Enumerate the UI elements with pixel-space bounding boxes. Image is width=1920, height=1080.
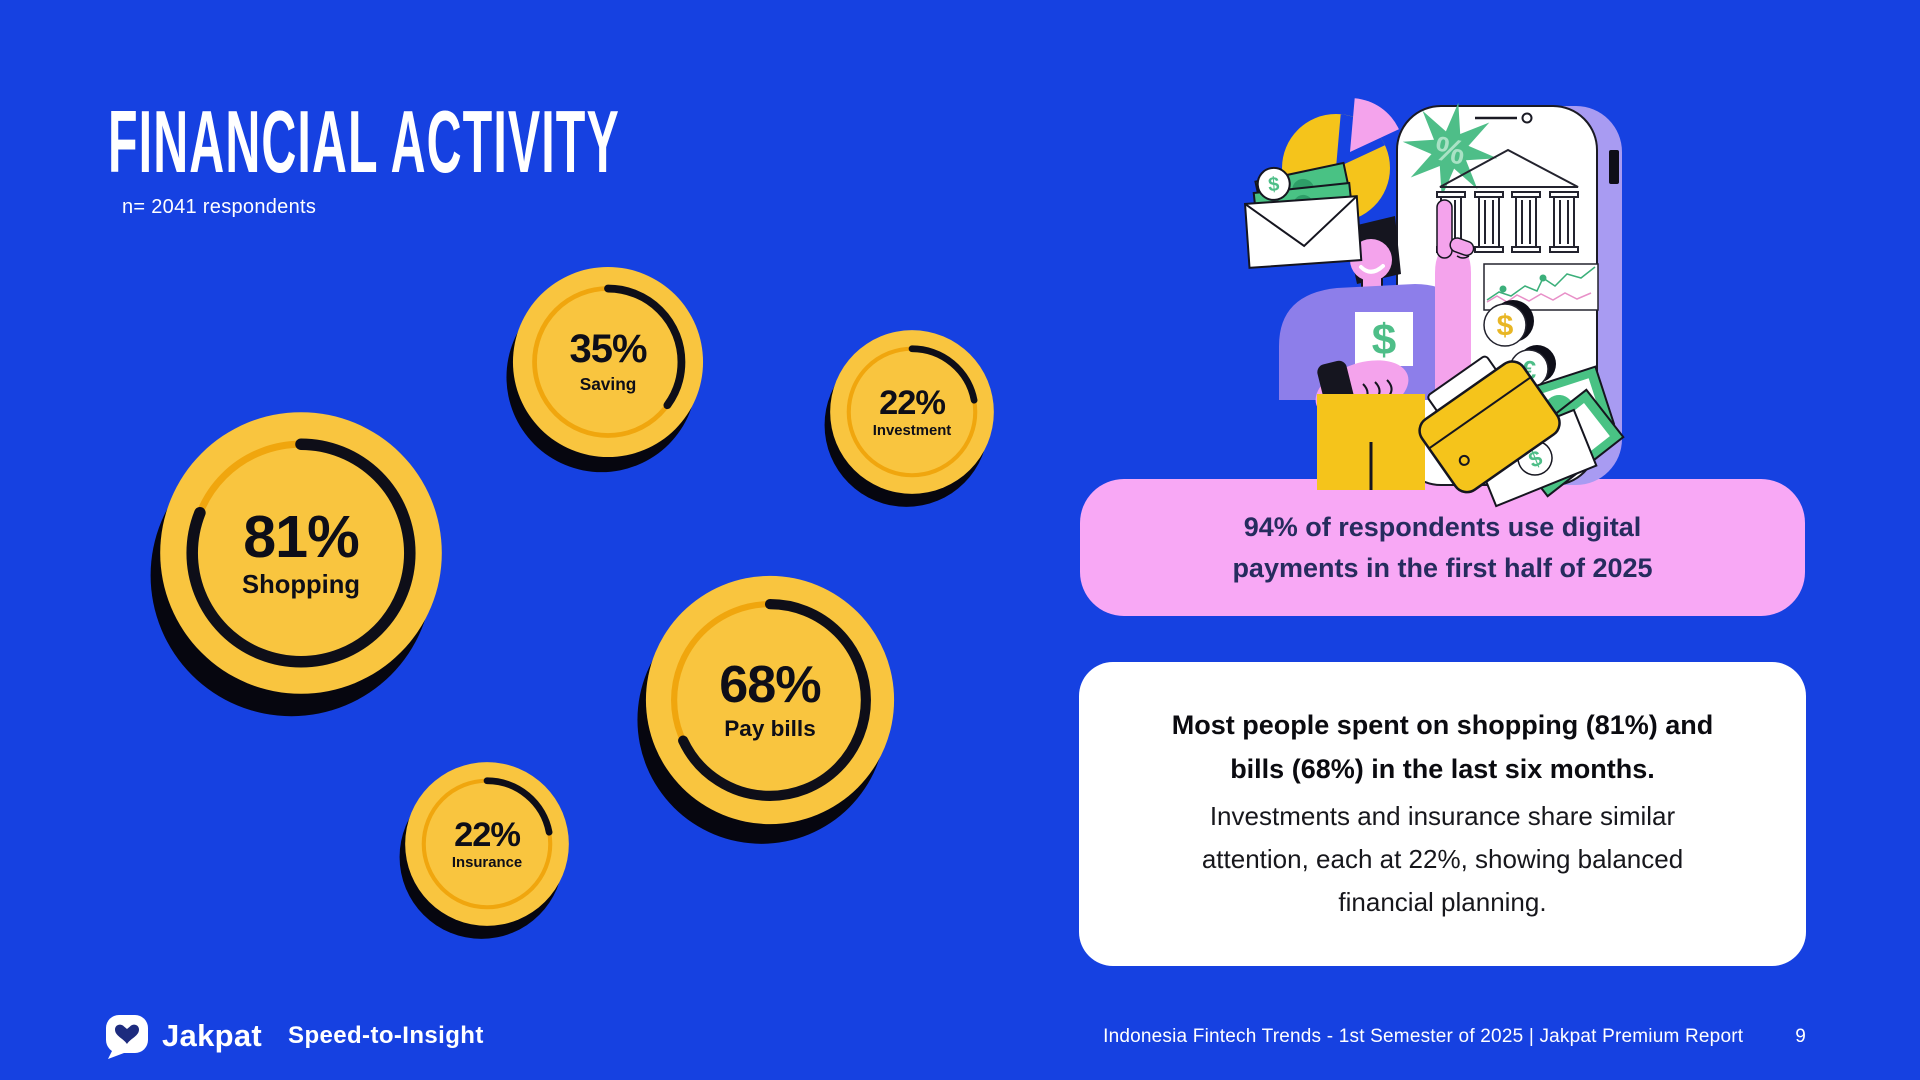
gauge-value: 35% [569,327,648,372]
gauge-pay-bills: 68% Pay bills [629,559,911,844]
percent-starburst-icon: % [1402,102,1498,198]
insight-text-regular: Investments and insurance share similar … [1201,800,1684,917]
gauge-value: 22% [879,384,946,422]
gauge-investment: 22% Investment [819,319,1005,507]
svg-text:$: $ [1267,174,1280,197]
gauge-value: 68% [719,656,821,715]
gauge-value: 22% [454,816,521,854]
gauge-label: Shopping [242,571,360,600]
coin-gauge-icon [637,575,895,844]
fintech-illustration: % $ [1243,98,1625,508]
coin-gauge-icon [824,330,994,507]
jakpat-logo-icon [106,1015,148,1059]
coin-gauge-icon [399,762,569,939]
gauge-label: Saving [579,373,637,394]
page-number: 9 [1795,1026,1806,1047]
highlight-text: 94% of respondents use digital payments … [1232,512,1653,583]
highlight-callout: 94% of respondents use digital payments … [1080,479,1805,616]
coin-gauge-icon [150,412,442,717]
brand-name: Jakpat [162,1018,263,1053]
svg-text:$: $ [1372,316,1396,365]
gauge-saving: 35% Saving [500,254,716,473]
report-title: Indonesia Fintech Trends - 1st Semester … [1103,1026,1744,1047]
page-title: FINANCIAL ACTIVITY [108,92,620,191]
insight-text-bold: Most people spent on shopping (81%) and … [1171,710,1714,784]
line-chart-icon [1483,263,1599,311]
dollar-coin-icon: $ [1483,300,1534,347]
sample-size-note: n= 2041 respondents [122,196,317,218]
coin-gauge-icon [506,266,704,473]
wallet-money-icon: $ [1418,355,1625,508]
gauge-label: Investment [872,422,952,439]
gauge-shopping: 81% Shopping [141,393,461,717]
footer-brand-area: Jakpat Speed-to-Insight [104,1012,484,1060]
footer-report-area: Indonesia Fintech Trends - 1st Semester … [1103,1026,1806,1048]
gauge-insurance: 22% Insurance [394,751,580,939]
gauge-label: Insurance [451,854,523,871]
envelope-money-icon: $ [1243,161,1363,269]
insight-callout: Most people spent on shopping (81%) and … [1079,662,1806,966]
envelope-dollar-coin-icon: $ [1256,166,1291,201]
svg-text:$: $ [1497,310,1514,343]
brand-tagline: Speed-to-Insight [288,1022,484,1049]
gauge-label: Pay bills [724,715,816,741]
gauge-value: 81% [243,502,359,570]
